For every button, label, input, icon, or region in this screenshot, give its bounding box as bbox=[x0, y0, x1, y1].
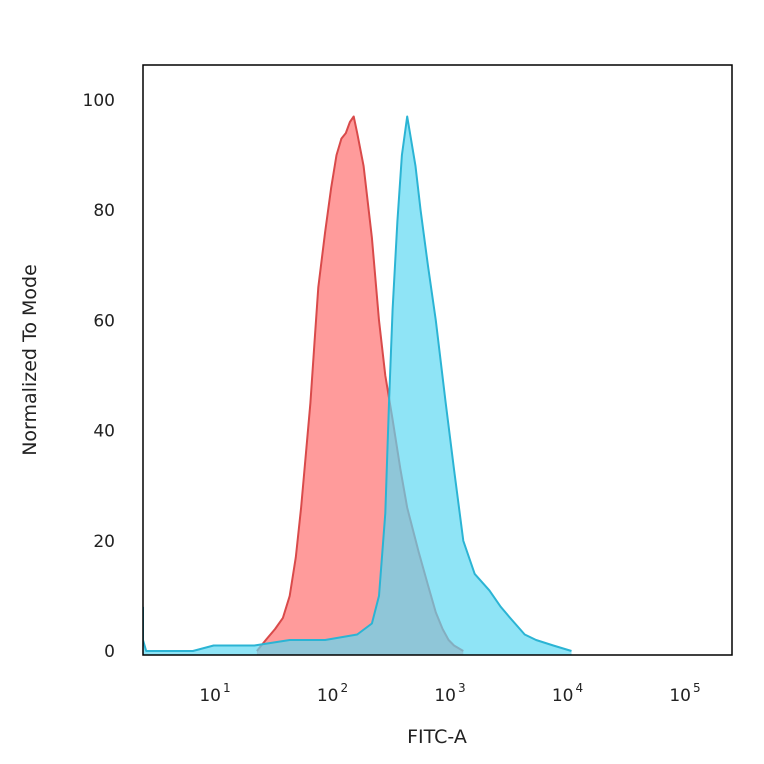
x-tick-label: 10 3 bbox=[434, 681, 465, 706]
y-tick-label: 100 bbox=[83, 91, 115, 111]
x-tick-label: 10 5 bbox=[669, 681, 700, 706]
x-tick-label: 10 2 bbox=[317, 681, 348, 706]
y-tick-label: 60 bbox=[93, 311, 115, 331]
x-axis-title: FITC-A bbox=[407, 726, 467, 748]
y-tick-label: 0 bbox=[104, 642, 115, 662]
plot-frame bbox=[142, 64, 733, 656]
series-2-outline bbox=[143, 115, 572, 652]
y-tick-label: 40 bbox=[93, 422, 115, 442]
series-1-area bbox=[256, 116, 464, 655]
y-axis-ticks: 0 20 40 60 80 100 bbox=[83, 91, 115, 662]
y-tick-label: 20 bbox=[93, 532, 115, 552]
histogram-areas bbox=[143, 115, 572, 655]
y-tick-label: 80 bbox=[93, 201, 115, 221]
y-axis-title: Normalized To Mode bbox=[19, 264, 41, 456]
x-tick-label: 10 4 bbox=[552, 681, 583, 706]
x-axis-ticks: 10 1 10 2 10 3 10 4 10 5 bbox=[199, 681, 700, 706]
x-tick-label: 10 1 bbox=[199, 681, 230, 706]
